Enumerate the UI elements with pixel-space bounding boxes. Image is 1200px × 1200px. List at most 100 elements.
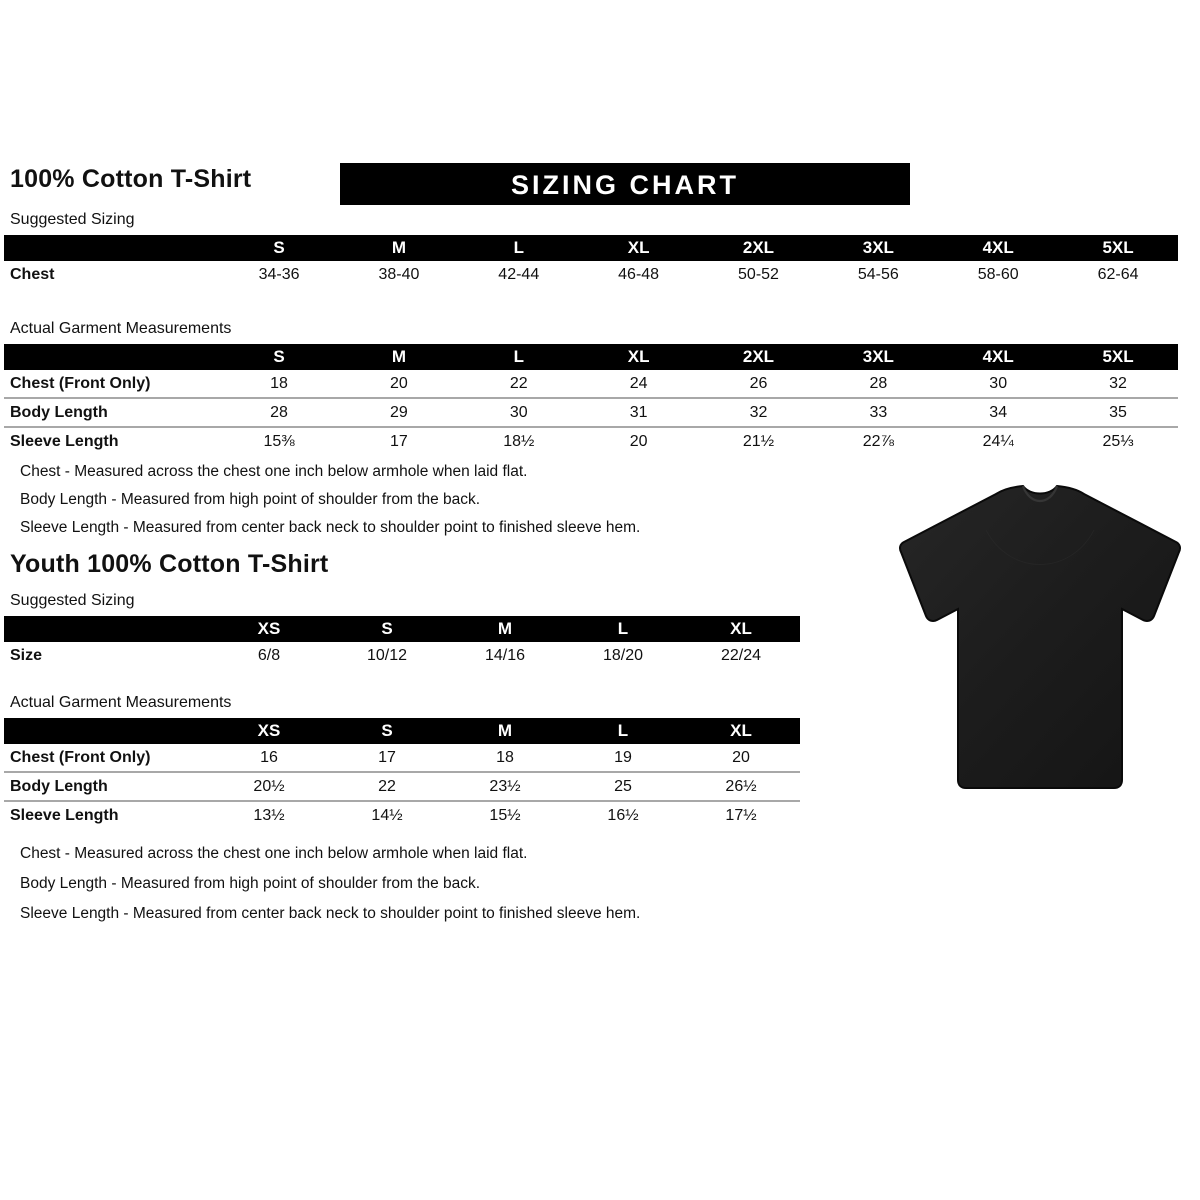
adult-suggested-col-header-m: M	[338, 235, 459, 261]
tshirt-icon	[899, 484, 1181, 789]
adult-actual-cell: 34	[938, 397, 1059, 427]
youth-actual-tbody: Chest (Front Only) 16 17 18 19 20 Body Length 2…	[4, 744, 800, 829]
sizing-chart-banner: SIZING CHART	[340, 163, 910, 205]
youth-actual-col-header-l: L	[564, 718, 682, 744]
adult-suggested-rowlabel-header	[4, 235, 220, 261]
adult-actual-cell: 28	[869, 375, 888, 392]
adult-actual-cell: 22⅞	[818, 426, 939, 455]
adult-actual-rowlabel-header	[4, 344, 220, 370]
table-header-row: S M L XL 2XL 3XL 4XL 5XL	[4, 344, 1178, 370]
table-row: Sleeve Length 15⅜ 17 18½ 20 21½ 22⅞ 24¼ 25⅓	[4, 426, 1178, 455]
youth-actual-cell: 17	[378, 749, 396, 766]
adult-suggested-cell: 42-44	[498, 266, 540, 283]
adult-suggested-thead: S M L XL 2XL 3XL 4XL 5XL	[4, 235, 1178, 261]
adult-actual-cell: 35	[1058, 397, 1178, 427]
adult-actual-row-label: Sleeve Length	[4, 426, 220, 455]
adult-actual-cell: 20	[578, 426, 699, 455]
adult-actual-col-header-4xl: 4XL	[938, 344, 1059, 370]
adult-suggested-col-header-4xl: 4XL	[938, 235, 1059, 261]
adult-actual-cell: 18	[270, 375, 288, 392]
youth-actual-table: XS S M L XL Chest (Front Only) 16 17 18 19 20 Body…	[4, 718, 800, 829]
youth-actual-caption: Actual Garment Measurements	[10, 694, 232, 711]
youth-actual-cell: 22	[328, 771, 446, 801]
adult-actual-col-header-m: M	[338, 344, 459, 370]
youth-actual-cell: 13½	[210, 800, 328, 829]
adult-actual-col-header-3xl: 3XL	[818, 344, 939, 370]
table-row: Body Length 28 29 30 31 32 33 34 35	[4, 397, 1178, 427]
adult-suggested-cell: 54-56	[857, 266, 899, 283]
youth-actual-cell: 16½	[564, 800, 682, 829]
adult-note-body-length: Body Length - Measured from high point o…	[20, 491, 481, 508]
adult-suggested-col-header-s: S	[219, 235, 339, 261]
youth-suggested-col-header-xs: XS	[210, 616, 328, 642]
adult-actual-thead: S M L XL 2XL 3XL 4XL 5XL	[4, 344, 1178, 370]
youth-suggested-caption: Suggested Sizing	[10, 592, 135, 609]
youth-suggested-col-header-xl: XL	[682, 616, 800, 642]
youth-actual-row-label: Chest (Front Only)	[10, 749, 151, 766]
adult-note-chest: Chest - Measured across the chest one in…	[20, 463, 528, 480]
adult-actual-col-header-xl: XL	[578, 344, 699, 370]
youth-suggested-table: XS S M L XL Size 6/8 10/12 14/16 18/20 22/24	[4, 616, 800, 669]
adult-suggested-tbody: Chest 34-36 38-40 42-44 46-48 50-52 54-56 58-60…	[4, 261, 1178, 288]
adult-actual-cell: 32	[698, 397, 819, 427]
youth-suggested-cell: 10/12	[366, 647, 408, 664]
page-title: 100% Cotton T-Shirt	[10, 165, 252, 193]
youth-suggested-row-label: Size	[10, 647, 43, 664]
adult-actual-cell: 15⅜	[219, 426, 339, 455]
youth-actual-cell: 20½	[210, 771, 328, 801]
youth-note-chest: Chest - Measured across the chest one in…	[20, 845, 528, 862]
adult-actual-cell: 22	[509, 375, 528, 392]
table-row: Chest (Front Only) 18 20 22 24 26 28 30 32	[4, 370, 1178, 398]
adult-actual-cell: 17	[338, 426, 459, 455]
youth-actual-col-header-xs: XS	[210, 718, 328, 744]
youth-actual-thead: XS S M L XL	[4, 718, 800, 744]
youth-actual-cell: 26½	[682, 771, 800, 801]
adult-actual-tbody: Chest (Front Only) 18 20 22 24 26 28 30 32 Body L…	[4, 370, 1178, 455]
youth-actual-cell: 18	[496, 749, 514, 766]
youth-suggested-rowlabel-header	[4, 616, 210, 642]
adult-suggested-cell: 46-48	[618, 266, 660, 283]
adult-note-sleeve-length: Sleeve Length - Measured from center bac…	[20, 519, 641, 536]
adult-suggested-cell: 58-60	[977, 266, 1019, 283]
youth-actual-col-header-s: S	[328, 718, 446, 744]
adult-actual-cell: 20	[390, 375, 408, 392]
adult-suggested-col-header-2xl: 2XL	[698, 235, 819, 261]
tshirt-product-image	[890, 480, 1190, 800]
adult-actual-cell: 33	[818, 397, 939, 427]
table-row: Body Length 20½ 22 23½ 25 26½	[4, 771, 800, 801]
adult-actual-col-header-2xl: 2XL	[698, 344, 819, 370]
adult-suggested-col-header-l: L	[458, 235, 579, 261]
adult-title-row: 100% Cotton T-Shirt SIZING CHART	[10, 163, 1190, 207]
youth-actual-cell: 23½	[446, 771, 564, 801]
adult-suggested-cell: 62-64	[1097, 266, 1139, 283]
adult-actual-cell: 29	[338, 397, 459, 427]
adult-actual-cell: 24	[629, 375, 648, 392]
adult-actual-cell: 30	[989, 375, 1008, 392]
youth-suggested-cell: 6/8	[257, 647, 281, 664]
adult-actual-col-header-5xl: 5XL	[1058, 344, 1178, 370]
youth-actual-row-label: Body Length	[4, 771, 210, 801]
youth-actual-col-header-xl: XL	[682, 718, 800, 744]
table-row: Chest 34-36 38-40 42-44 46-48 50-52 54-56 58-60…	[4, 261, 1178, 288]
table-row: Chest (Front Only) 16 17 18 19 20	[4, 744, 800, 772]
adult-actual-cell: 21½	[698, 426, 819, 455]
youth-actual-cell: 25	[564, 771, 682, 801]
youth-page-title: Youth 100% Cotton T-Shirt	[10, 550, 329, 578]
youth-suggested-col-header-l: L	[564, 616, 682, 642]
youth-actual-rowlabel-header	[4, 718, 210, 744]
adult-suggested-cell: 34-36	[258, 266, 300, 283]
adult-actual-cell: 25⅓	[1058, 426, 1178, 455]
youth-actual-row-label: Sleeve Length	[4, 800, 210, 829]
adult-actual-cell: 31	[578, 397, 699, 427]
table-header-row: S M L XL 2XL 3XL 4XL 5XL	[4, 235, 1178, 261]
adult-suggested-table: S M L XL 2XL 3XL 4XL 5XL Chest 34-36 38-40 42-44 46…	[4, 235, 1178, 288]
youth-suggested-col-header-s: S	[328, 616, 446, 642]
adult-actual-cell: 32	[1109, 375, 1127, 392]
youth-suggested-thead: XS S M L XL	[4, 616, 800, 642]
adult-actual-cell: 28	[219, 397, 339, 427]
adult-suggested-col-header-5xl: 5XL	[1058, 235, 1178, 261]
adult-actual-row-label: Body Length	[4, 397, 220, 427]
adult-actual-table: S M L XL 2XL 3XL 4XL 5XL Chest (Front Only) 18 20…	[4, 344, 1178, 455]
sizing-chart-banner-label: SIZING CHART	[511, 170, 739, 200]
